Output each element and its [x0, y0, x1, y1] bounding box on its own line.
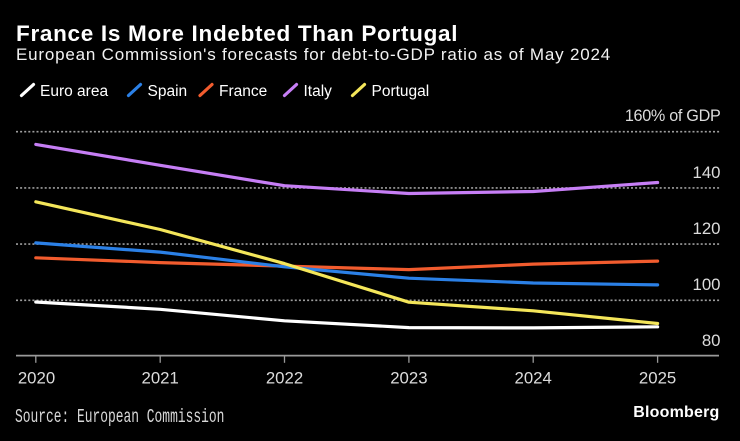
svg-text:80: 80 [702, 331, 721, 350]
svg-text:100: 100 [693, 275, 721, 294]
svg-text:2025: 2025 [639, 368, 676, 387]
svg-text:2023: 2023 [390, 368, 427, 387]
svg-text:2021: 2021 [142, 368, 179, 387]
svg-text:140: 140 [693, 163, 721, 182]
svg-text:Italy: Italy [304, 83, 333, 100]
svg-text:160% of GDP: 160% of GDP [625, 107, 721, 125]
svg-text:Spain: Spain [148, 83, 188, 100]
svg-text:2020: 2020 [18, 368, 55, 387]
svg-text:120: 120 [693, 219, 721, 238]
svg-text:2024: 2024 [515, 368, 552, 387]
svg-text:Portugal: Portugal [372, 83, 430, 100]
svg-text:Euro area: Euro area [40, 83, 108, 100]
svg-text:2022: 2022 [266, 368, 303, 387]
svg-text:France: France [219, 83, 267, 100]
